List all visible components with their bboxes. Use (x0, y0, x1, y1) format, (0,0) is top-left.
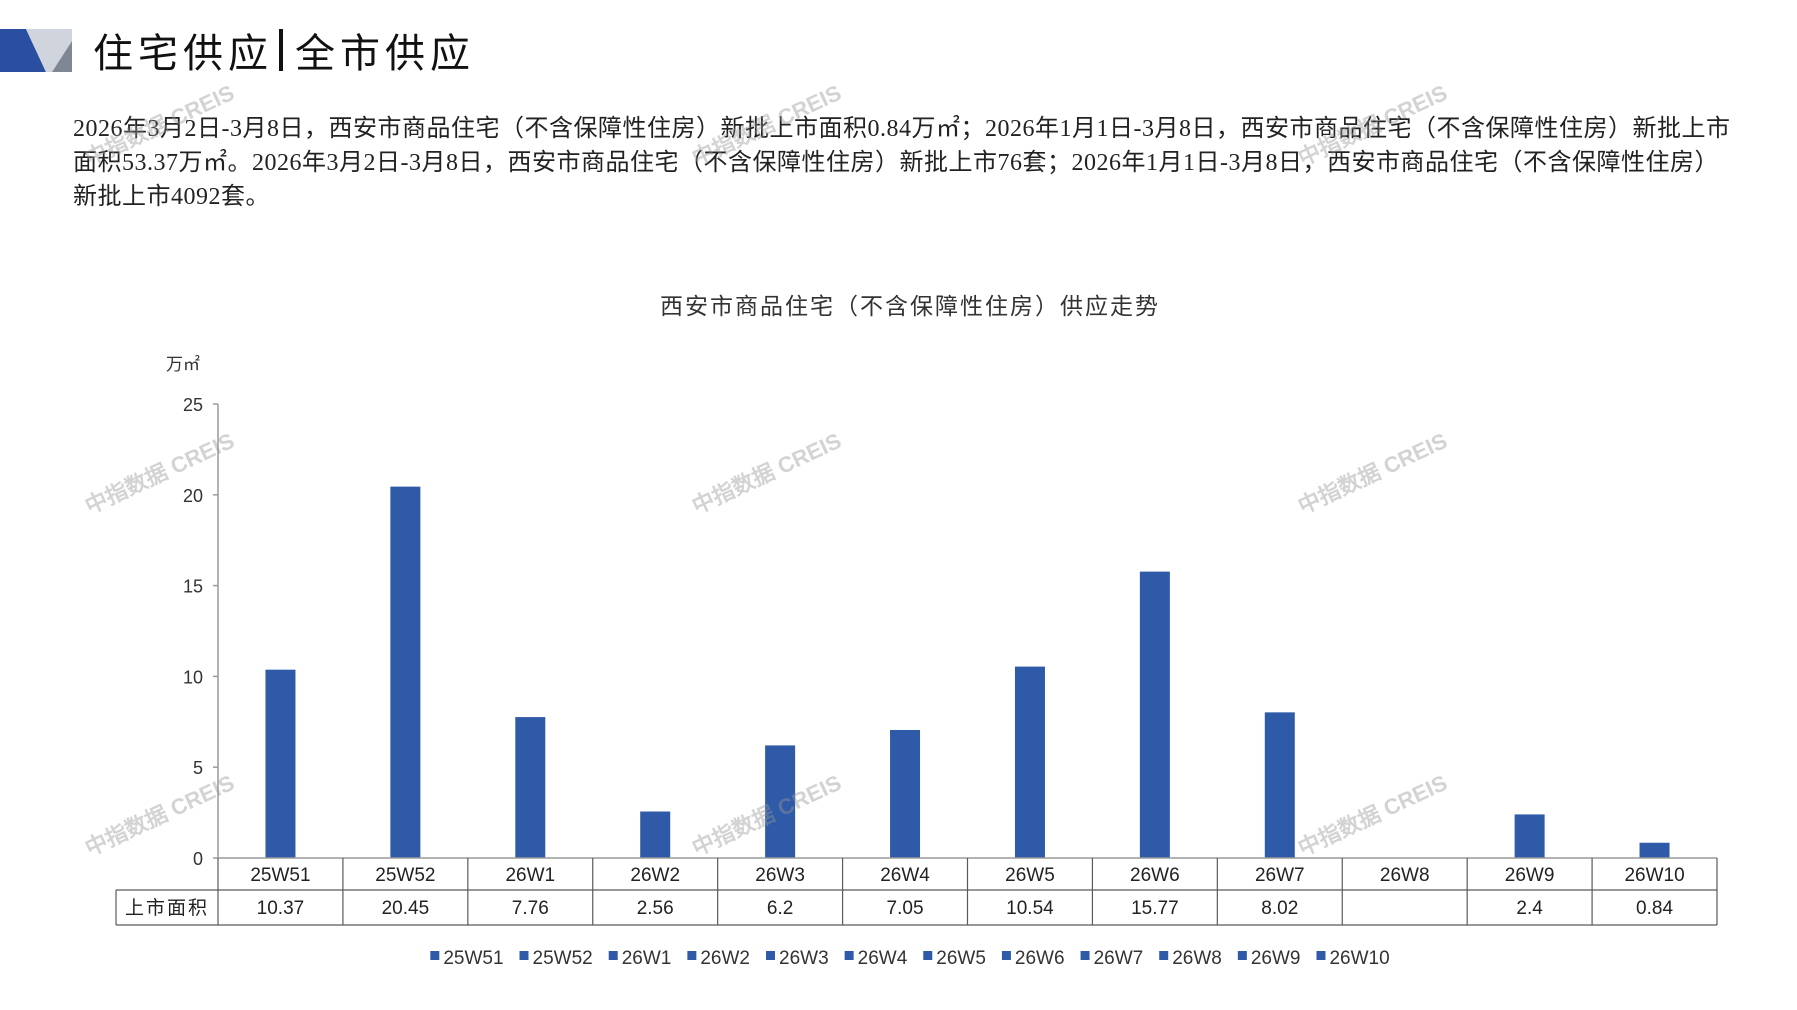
data-value-label: 15.77 (1131, 898, 1179, 919)
legend-label: 26W4 (858, 948, 908, 969)
legend-item: 26W3 (766, 948, 829, 969)
y-tick-label: 5 (193, 758, 203, 778)
x-category-label: 26W9 (1505, 865, 1555, 886)
legend-item: 26W1 (608, 948, 672, 969)
header-logo-icon (0, 29, 72, 72)
legend-swatch (430, 951, 440, 960)
legend-item: 25W51 (430, 948, 504, 969)
bar (1264, 712, 1295, 858)
bar (1014, 666, 1045, 858)
x-category-label: 26W3 (755, 865, 805, 886)
y-tick-label: 20 (183, 486, 203, 506)
legend-swatch (844, 951, 854, 960)
bar (515, 717, 546, 858)
legend-swatch (1316, 951, 1326, 960)
data-value-label: 7.05 (887, 898, 924, 919)
x-category-label: 25W52 (375, 865, 435, 886)
legend-label: 26W5 (936, 948, 986, 969)
legend-swatch (923, 951, 933, 960)
data-value-label: 2.56 (637, 898, 674, 919)
legend-swatch (1001, 951, 1011, 960)
legend-label: 25W52 (533, 948, 593, 969)
data-value-label: 2.4 (1516, 898, 1543, 919)
data-value-label: 8.02 (1261, 898, 1298, 919)
bar (390, 486, 421, 858)
x-category-label: 26W4 (880, 865, 930, 886)
legend-label: 26W7 (1094, 948, 1144, 969)
y-axis-unit-label: 万㎡ (166, 355, 200, 374)
bar (265, 669, 296, 858)
y-tick-label: 15 (183, 577, 203, 597)
legend-label: 26W1 (622, 948, 672, 969)
legend-item: 26W8 (1159, 948, 1222, 969)
bar (1639, 842, 1670, 858)
x-category-label: 26W6 (1130, 865, 1180, 886)
legend-item: 26W6 (1001, 948, 1065, 969)
chart-title: 西安市商品住宅（不含保障性住房）供应走势 (660, 293, 1160, 319)
legend-item: 26W7 (1080, 948, 1144, 969)
legend-label: 26W2 (700, 948, 750, 969)
x-category-label: 26W8 (1380, 865, 1430, 886)
data-value-label: 7.76 (512, 898, 549, 919)
legend-swatch (1159, 951, 1169, 960)
bar (1139, 571, 1170, 858)
legend-label: 26W6 (1015, 948, 1065, 969)
legend-swatch (1080, 951, 1090, 960)
legend-swatch (608, 951, 618, 960)
summary-paragraph: 2026年3月2日-3月8日，西安市商品住宅（不含保障性住房）新批上市面积0.8… (73, 116, 1731, 210)
table-row-label: 上市面积 (125, 897, 209, 919)
legend-swatch (519, 951, 529, 960)
x-category-label: 26W1 (505, 865, 555, 886)
x-category-label: 26W5 (1005, 865, 1055, 886)
data-value-label: 6.2 (767, 898, 793, 919)
title-divider (279, 29, 283, 71)
legend-item: 26W5 (923, 948, 986, 969)
y-tick-label: 0 (193, 849, 203, 869)
legend-label: 26W3 (779, 948, 829, 969)
bar (640, 811, 671, 858)
bar (1514, 814, 1545, 858)
data-value-label: 10.54 (1006, 898, 1054, 919)
page-title: 住宅供应 全市供应 (93, 24, 475, 76)
data-value-label: 20.45 (382, 898, 430, 919)
page-title-left: 住宅供应 (93, 32, 273, 76)
bar (890, 729, 921, 858)
legend-label: 26W10 (1329, 948, 1389, 969)
legend: 25W51 25W52 26W1 26W2 26W3 26W4 26W5 26W6 26W7 26… (430, 948, 1390, 969)
y-tick-label: 25 (183, 395, 203, 415)
x-category-label: 26W7 (1255, 865, 1305, 886)
x-category-label: 25W51 (250, 865, 310, 886)
legend-label: 25W51 (443, 948, 503, 969)
x-category-label: 26W10 (1624, 865, 1684, 886)
legend-swatch (1237, 951, 1247, 960)
data-value-label: 10.37 (257, 898, 305, 919)
legend-label: 26W9 (1251, 948, 1301, 969)
y-tick-label: 10 (183, 667, 203, 687)
data-value-label: 0.84 (1636, 898, 1673, 919)
legend-item: 26W10 (1316, 948, 1390, 969)
legend-label: 26W8 (1172, 948, 1222, 969)
legend-swatch (687, 951, 697, 960)
x-category-label: 26W2 (630, 865, 680, 886)
legend-item: 26W9 (1237, 948, 1301, 969)
page-title-right: 全市供应 (295, 32, 475, 76)
legend-item: 26W2 (687, 948, 750, 969)
bar (765, 745, 796, 858)
legend-item: 25W52 (519, 948, 593, 969)
legend-swatch (766, 951, 775, 960)
legend-item: 26W4 (844, 948, 908, 969)
